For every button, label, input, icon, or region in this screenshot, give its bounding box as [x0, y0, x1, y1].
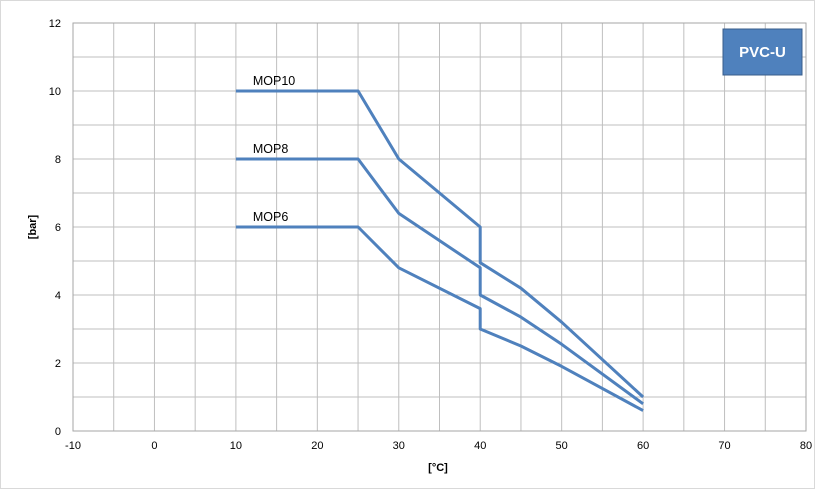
x-tick-label: 70	[718, 440, 730, 452]
x-tick-label: 60	[637, 440, 649, 452]
x-tick-label: -10	[65, 440, 81, 452]
series-line-mop6	[235, 225, 644, 412]
x-tick-label: 10	[230, 440, 242, 452]
y-tick-label: 2	[55, 358, 61, 370]
x-tick-label: 80	[800, 440, 812, 452]
x-axis-title: [°C]	[428, 462, 448, 474]
y-tick-label: 4	[55, 290, 61, 302]
y-tick-label: 0	[55, 426, 61, 438]
y-tick-label: 12	[49, 18, 61, 30]
y-tick-label: 10	[49, 86, 61, 98]
y-tick-label: 8	[55, 154, 61, 166]
x-tick-label: 40	[474, 440, 486, 452]
x-tick-label: 20	[311, 440, 323, 452]
series-label-mop8: MOP8	[253, 142, 288, 156]
material-badge: PVC-U	[722, 28, 803, 76]
y-tick-labels: 0 2 4 6 8 10 12	[49, 18, 61, 438]
series-line-mop8	[235, 157, 644, 406]
badge-label: PVC-U	[739, 44, 786, 61]
gridlines	[72, 22, 807, 432]
x-tick-label: 50	[556, 440, 568, 452]
series-labels: MOP10 MOP8 MOP6	[253, 74, 295, 224]
series-lines	[235, 89, 645, 412]
y-tick-label: 6	[55, 222, 61, 234]
badge-box	[722, 28, 803, 76]
y-axis-title: [bar]	[27, 214, 39, 239]
x-tick-labels: -10 0 10 20 30 40 50 60 70 80	[65, 440, 812, 452]
series-line-mop10	[235, 89, 645, 399]
series-label-mop10: MOP10	[253, 74, 295, 88]
x-tick-label: 30	[393, 440, 405, 452]
series-label-mop6: MOP6	[253, 210, 288, 224]
plot-area	[72, 22, 807, 432]
x-tick-label: 0	[151, 440, 157, 452]
